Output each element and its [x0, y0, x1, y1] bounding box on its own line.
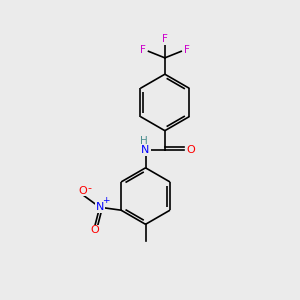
Text: N: N	[141, 145, 150, 155]
Text: O: O	[78, 186, 87, 196]
Text: -: -	[88, 183, 92, 193]
Text: F: F	[162, 34, 168, 44]
Text: H: H	[140, 136, 148, 146]
Text: +: +	[102, 196, 110, 205]
Text: F: F	[140, 45, 146, 55]
Text: O: O	[90, 225, 99, 236]
Text: F: F	[184, 45, 190, 55]
Text: O: O	[186, 145, 195, 155]
Text: N: N	[95, 202, 104, 212]
